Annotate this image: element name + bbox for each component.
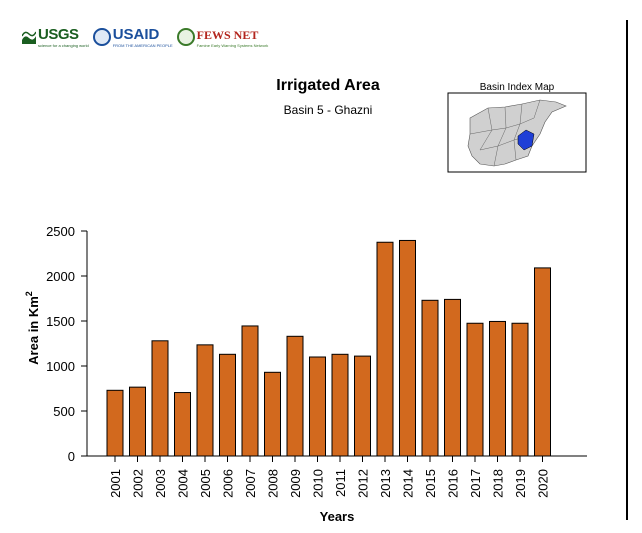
- chart-title: Irrigated Area: [276, 77, 380, 94]
- x-tick-label-2019: 2019: [513, 469, 528, 498]
- fewsnet-tagline: Famine Early Warning Systems Network: [196, 43, 269, 48]
- x-tick-label-2006: 2006: [221, 469, 236, 498]
- y-tick-label: 1500: [46, 314, 75, 329]
- usaid-seal-icon: [92, 28, 111, 46]
- y-tick-label: 1000: [46, 359, 75, 374]
- usgs-wave-icon: [22, 31, 36, 44]
- usgs-tagline: science for a changing world: [38, 43, 89, 48]
- bar-2014: [399, 239, 416, 457]
- bar-2020: [534, 267, 551, 457]
- basin-index-map: Basin Index Map: [447, 82, 587, 173]
- inset-map-title: Basin Index Map: [480, 82, 555, 93]
- usgs-logo: USGS science for a changing world: [22, 26, 89, 48]
- bar-2013: [376, 241, 394, 457]
- y-axis-ticks: 0 500 1000 1500 2000 2500: [46, 224, 87, 464]
- x-tick-label-2002: 2002: [131, 469, 146, 498]
- y-axis-label: Area in Km2: [24, 291, 41, 365]
- y-tick-label: 500: [53, 404, 75, 419]
- fewsnet-globe-icon: [176, 28, 195, 46]
- afghanistan-basins-shape: [467, 99, 567, 167]
- x-tick-label-2017: 2017: [468, 469, 483, 498]
- fewsnet-logo: FEWS NET Famine Early Warning Systems Ne…: [176, 26, 269, 48]
- x-tick-label-2007: 2007: [243, 469, 258, 498]
- y-tick-label: 2000: [46, 269, 75, 284]
- y-axis-label-text: Area in Km: [26, 296, 41, 365]
- x-tick-label-2003: 2003: [153, 469, 168, 498]
- bar-2007: [241, 325, 259, 457]
- x-tick-label-2004: 2004: [176, 469, 191, 498]
- fewsnet-wordmark: FEWS NET: [196, 28, 259, 42]
- y-tick-label: 0: [68, 449, 75, 464]
- bar-series: [106, 239, 551, 457]
- x-tick-label-2015: 2015: [423, 469, 438, 498]
- bar-2019: [511, 322, 529, 457]
- usaid-tagline: FROM THE AMERICAN PEOPLE: [112, 43, 173, 48]
- bar-2018: [489, 320, 506, 457]
- x-tick-label-2001: 2001: [108, 469, 123, 498]
- x-tick-label-2010: 2010: [311, 469, 326, 498]
- bar-2010: [309, 356, 326, 457]
- bar-2001: [106, 389, 124, 457]
- y-axis-label-superscript: 2: [24, 291, 34, 296]
- x-axis-ticks: 2001 2002 2003 2004 2005 2006 2007 2008 2009 2010…: [108, 456, 551, 498]
- bar-2017: [466, 322, 484, 457]
- usgs-wordmark: USGS: [38, 26, 79, 43]
- x-tick-label-2005: 2005: [198, 469, 213, 498]
- x-tick-label-2020: 2020: [536, 469, 551, 498]
- x-tick-label-2018: 2018: [491, 469, 506, 498]
- bar-2005: [196, 344, 214, 457]
- x-tick-label-2011: 2011: [333, 469, 348, 497]
- page-right-border: [626, 20, 628, 520]
- bar-2011: [331, 353, 349, 457]
- bar-2003: [151, 340, 169, 457]
- x-tick-label-2009: 2009: [288, 469, 303, 498]
- x-axis-label: Years: [320, 509, 355, 524]
- x-tick-label-2013: 2013: [378, 469, 393, 498]
- usaid-wordmark: USAID: [112, 26, 160, 43]
- bar-2016: [444, 298, 461, 457]
- ghazni-basin-highlight: [517, 129, 535, 151]
- bar-2006: [219, 353, 236, 457]
- basin-boundaries: [469, 99, 541, 167]
- usaid-logo: USAID FROM THE AMERICAN PEOPLE: [92, 26, 173, 48]
- bar-2004: [174, 392, 191, 457]
- bar-2012: [354, 355, 371, 457]
- bar-2008: [264, 371, 281, 457]
- bar-2002: [129, 386, 146, 457]
- bar-2009: [286, 335, 304, 457]
- x-tick-label-2016: 2016: [446, 469, 461, 498]
- chart-subtitle: Basin 5 - Ghazni: [284, 103, 373, 117]
- x-tick-label-2012: 2012: [356, 469, 371, 498]
- x-tick-label-2008: 2008: [266, 469, 281, 498]
- bar-2015: [421, 299, 439, 457]
- x-tick-label-2014: 2014: [401, 469, 416, 498]
- y-tick-label: 2500: [46, 224, 75, 239]
- logo-strip: USGS science for a changing world USAID …: [22, 26, 268, 48]
